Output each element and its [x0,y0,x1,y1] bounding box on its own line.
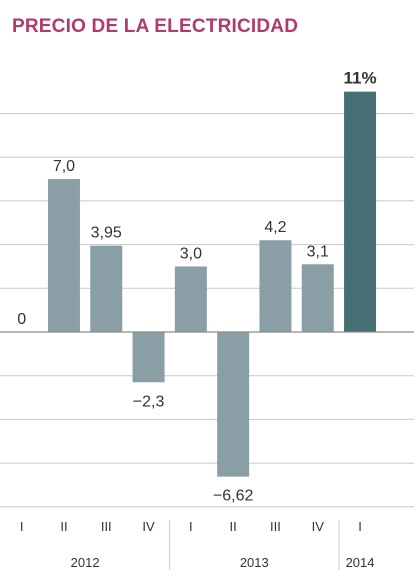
quarter-label-5: I [189,519,193,534]
quarter-label-2: II [60,519,67,534]
quarter-label-1: I [20,519,24,534]
quarter-label-8: IV [312,519,325,534]
value-label-5: 3,0 [180,245,202,262]
year-label-2014: 2014 [346,555,375,570]
quarter-label-7: III [270,519,281,534]
quarter-label-6: II [230,519,237,534]
value-label-6: −6,62 [213,488,254,505]
value-label-2: 7,0 [53,158,75,175]
quarter-label-3: III [101,519,112,534]
quarter-label-4: IV [142,519,155,534]
year-label-2013: 2013 [240,555,269,570]
value-label-1: 0 [17,311,26,328]
value-label-9: 11% [344,69,377,88]
bar-7 [259,240,292,332]
value-label-8: 3,1 [307,243,329,260]
chart-title: PRECIO DE LA ELECTRICIDAD [12,16,299,37]
bar-5 [174,266,207,332]
value-label-3: 3,95 [91,225,122,242]
quarter-label-9: I [358,519,362,534]
bar-8 [301,264,334,332]
bar-4 [132,332,165,383]
bar-2 [47,179,80,332]
value-label-4: −2,3 [133,393,165,410]
bar-9 [344,91,377,333]
value-label-7: 4,2 [264,219,286,236]
bar-6 [217,332,250,477]
year-label-2012: 2012 [71,555,100,570]
bar-3 [90,245,123,332]
